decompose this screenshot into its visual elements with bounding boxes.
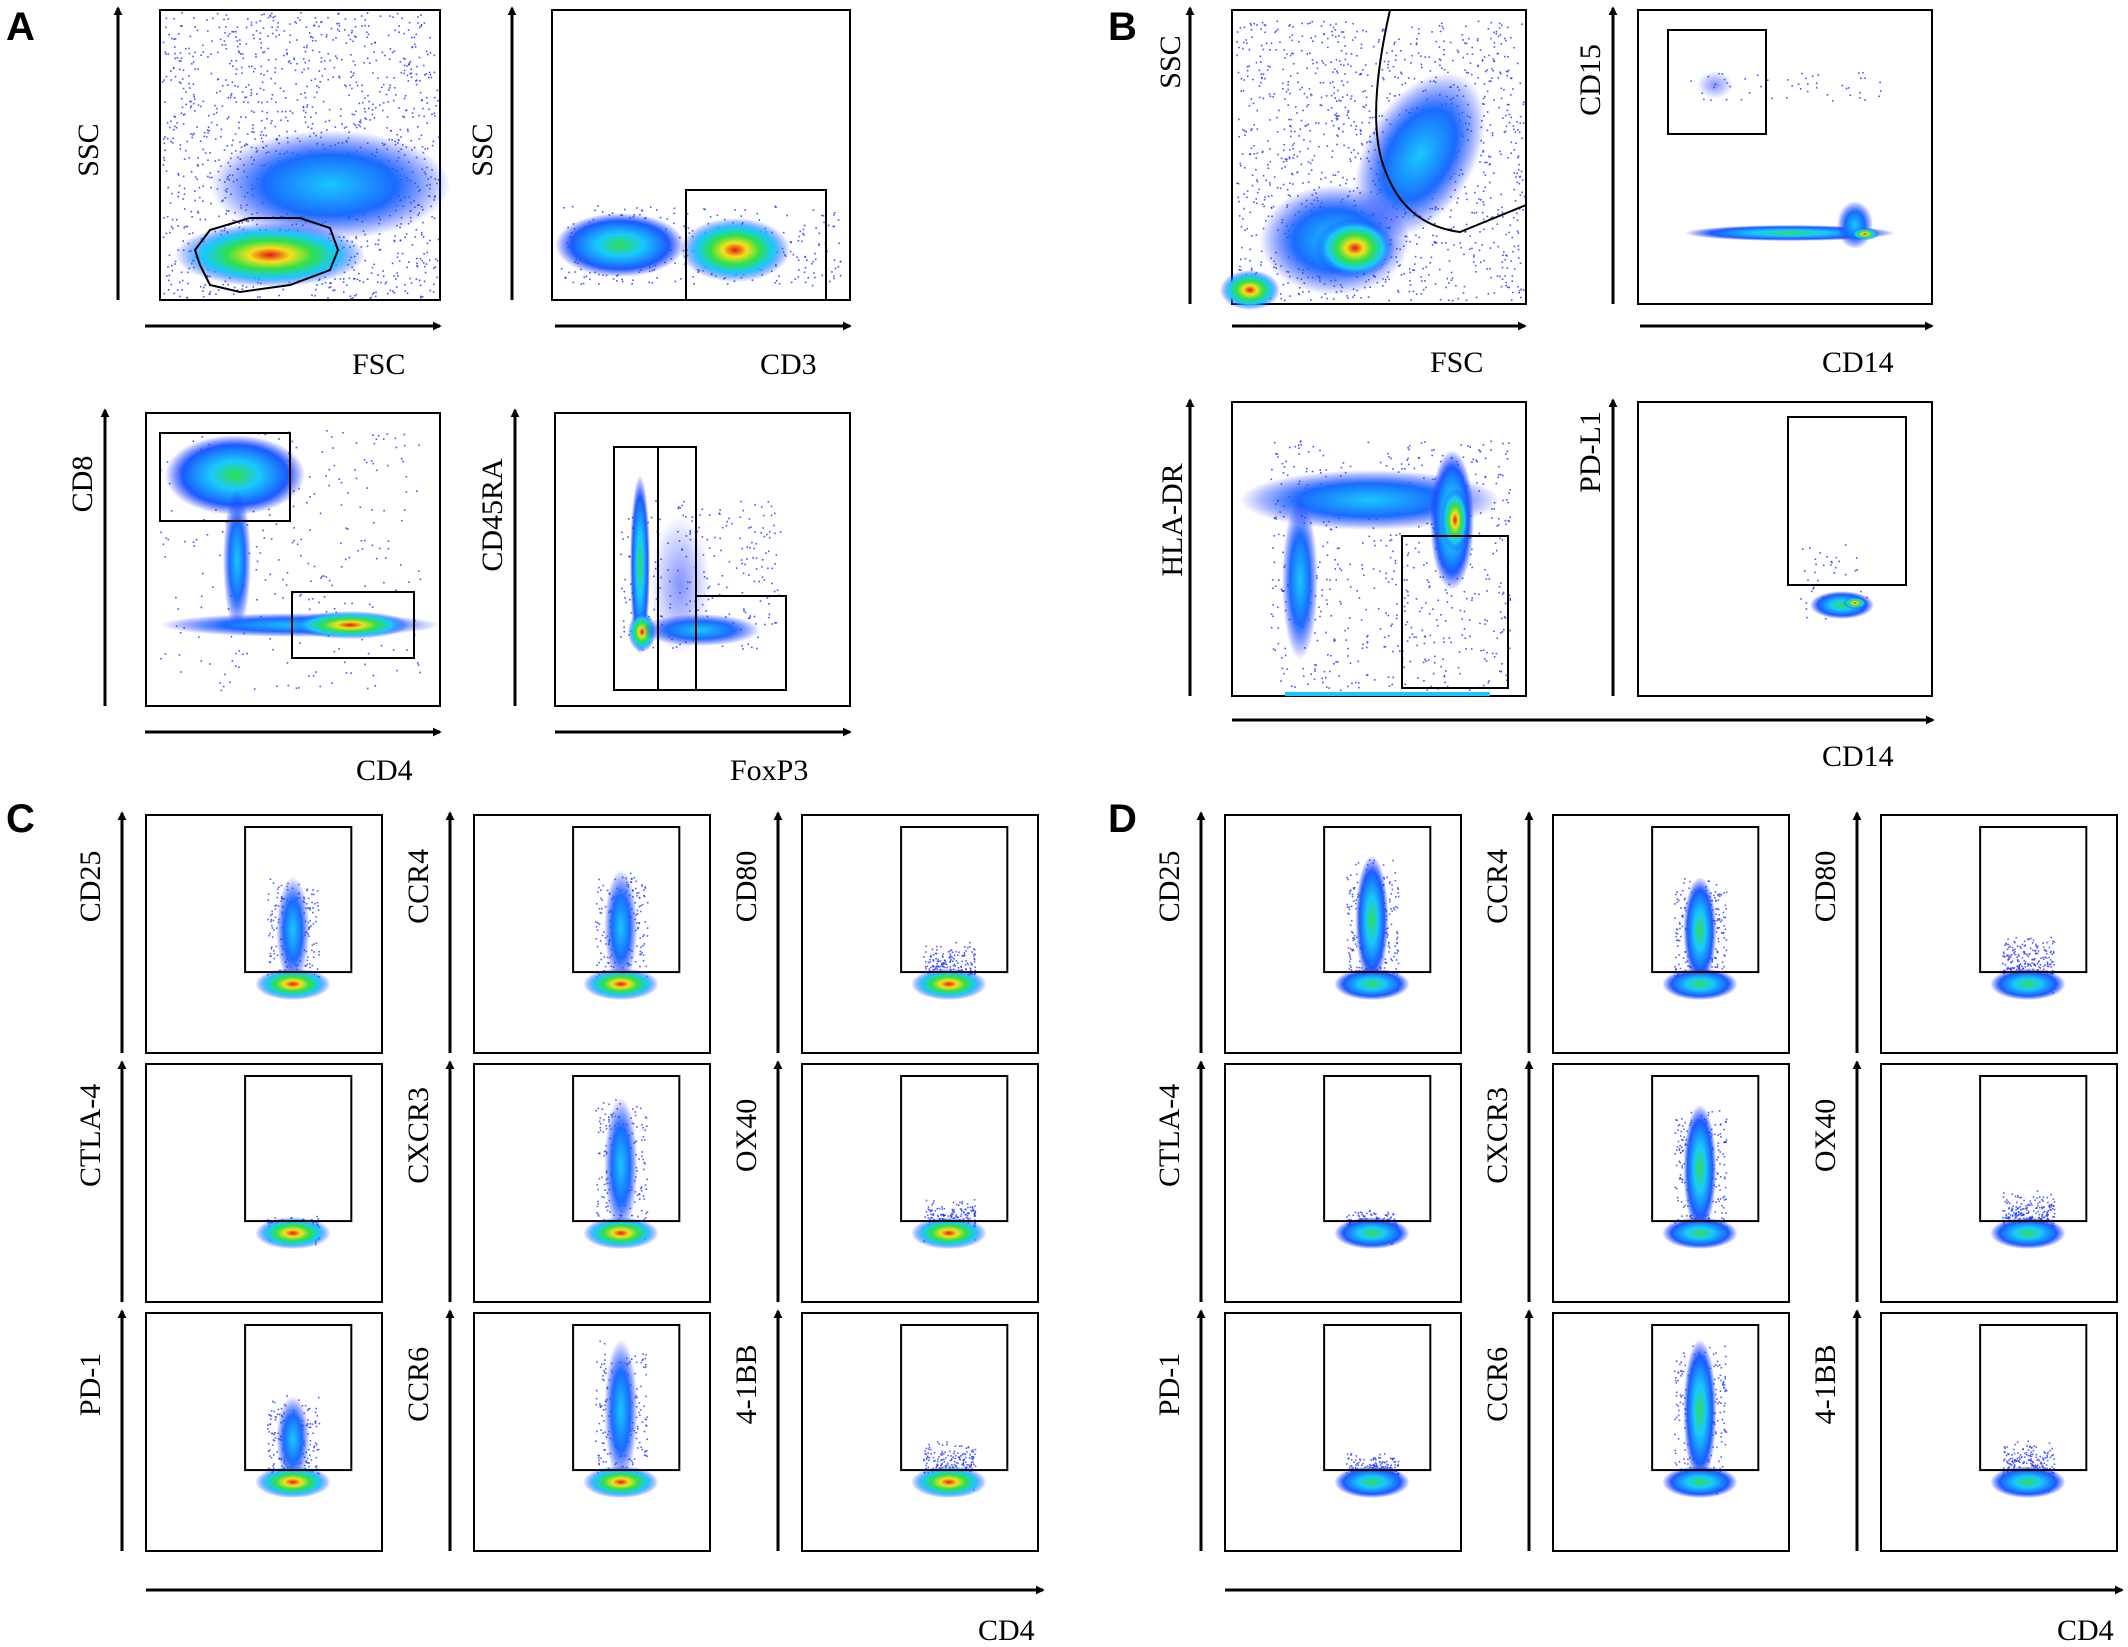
gate-d-ox40 (1979, 1075, 2088, 1223)
plot-a4: CD45RA FoxP3 (476, 408, 852, 787)
plot-d-ccr4: CCR4 (1481, 811, 1790, 1054)
y-label-d-pd-1: PD-1 (1153, 1353, 1186, 1416)
y-label-c-cxcr3: CXCR3 (402, 1087, 435, 1184)
a2-x-label: CD3 (760, 348, 817, 381)
plot-d-4-1bb: 4-1BB (1809, 1309, 2118, 1552)
a4-x-label: FoxP3 (730, 754, 808, 787)
y-label-c-4-1bb: 4-1BB (730, 1344, 763, 1424)
plot-c-pd-1: PD-1 (74, 1309, 383, 1552)
gate-d-cd80 (1979, 826, 2088, 974)
b4-y-label: PD-L1 (1574, 411, 1607, 493)
gate-c-ccr6 (572, 1324, 681, 1472)
panel-letter-c: C (6, 797, 35, 841)
panel-letter-a: A (6, 5, 35, 49)
gate-cd4 (291, 591, 415, 659)
y-label-c-ccr4: CCR4 (402, 849, 435, 924)
plot-c-ccr4: CCR4 (402, 811, 711, 1054)
c-shared-x-label: CD4 (978, 1614, 1035, 1647)
y-label-c-ccr6: CCR6 (402, 1347, 435, 1422)
b2-x-label: CD14 (1822, 346, 1894, 379)
y-label-c-cd25: CD25 (74, 851, 107, 923)
y-label-c-ox40: OX40 (730, 1099, 763, 1172)
plot-a2: SSC CD3 (466, 6, 852, 381)
plot-d-cxcr3: CXCR3 (1481, 1060, 1790, 1303)
panel-c: CD25 CCR4 CD80 CTLA-4 CXCR3 OX40 PD-1 CCR6 4-1BB… (74, 811, 1045, 1647)
y-label-d-cd25: CD25 (1153, 851, 1186, 923)
gate-c-cxcr3 (572, 1075, 681, 1223)
a1-y-label: SSC (72, 123, 105, 176)
gate-cd15 (1667, 29, 1767, 135)
a1-x-label: FSC (352, 348, 405, 381)
a4-y-label: CD45RA (476, 458, 509, 572)
plot-b2: CD15 CD14 (1574, 6, 1934, 379)
gate-c-pd-1 (244, 1324, 353, 1472)
y-label-c-cd80: CD80 (730, 851, 763, 923)
plot-c-4-1bb: 4-1BB (730, 1309, 1039, 1552)
plot-d-ctla-4: CTLA-4 (1153, 1060, 1462, 1303)
gate-d-cd25 (1323, 826, 1432, 974)
gate-d-cxcr3 (1651, 1075, 1760, 1223)
y-label-c-pd-1: PD-1 (74, 1353, 107, 1416)
y-label-c-ctla-4: CTLA-4 (74, 1084, 107, 1187)
plot-d-ccr6: CCR6 (1481, 1309, 1790, 1552)
gate-d-ctla-4 (1323, 1075, 1432, 1223)
gate-myeloid (1375, 9, 1527, 234)
gate-c-cd25 (244, 826, 353, 974)
panel-d: CD25 CCR4 CD80 CTLA-4 CXCR3 OX40 PD-1 CCR6 4-1BB… (1153, 811, 2124, 1647)
b1-y-label: SSC (1154, 35, 1187, 88)
y-label-d-ccr6: CCR6 (1481, 1347, 1514, 1422)
plot-c-cd80: CD80 (730, 811, 1039, 1054)
b3-y-label: HLA-DR (1156, 463, 1189, 576)
panel-b: SSC FSC CD15 CD14 HL (1154, 6, 1935, 773)
gate-cd8 (159, 432, 291, 522)
a2-y-label: SSC (466, 123, 499, 176)
plot-c-ctla-4: CTLA-4 (74, 1060, 383, 1303)
y-label-d-cxcr3: CXCR3 (1481, 1087, 1514, 1184)
y-label-d-ctla-4: CTLA-4 (1153, 1084, 1186, 1187)
plot-c-cxcr3: CXCR3 (402, 1060, 711, 1303)
plot-d-pd-1: PD-1 (1153, 1309, 1462, 1552)
a3-x-label: CD4 (356, 754, 413, 787)
gate-active (657, 446, 697, 691)
gate-c-ccr4 (572, 826, 681, 974)
y-label-d-ccr4: CCR4 (1481, 849, 1514, 924)
gate-c-ox40 (900, 1075, 1009, 1223)
b2-y-label: CD15 (1574, 44, 1607, 116)
y-label-d-ox40: OX40 (1809, 1099, 1842, 1172)
gate-d-4-1bb (1979, 1324, 2088, 1472)
panel-letter-b: B (1108, 5, 1137, 49)
gate-lymphocytes (193, 217, 340, 294)
b-shared-x-label: CD14 (1822, 740, 1894, 773)
plot-b3: HLA-DR (1156, 398, 1527, 697)
gate-d-pd-1 (1323, 1324, 1432, 1472)
gate-cd3 (685, 189, 827, 301)
gate-pdl1 (1787, 416, 1907, 586)
plot-a3: CD8 CD4 (66, 408, 442, 787)
gate-c-ctla-4 (244, 1075, 353, 1223)
plot-a1: SSC FSC (72, 6, 450, 381)
gate-nonsuppressive (695, 595, 787, 691)
gate-c-cd80 (900, 826, 1009, 974)
gate-d-ccr4 (1651, 826, 1760, 974)
plot-c-cd25: CD25 (74, 811, 383, 1054)
plot-c-ox40: OX40 (730, 1060, 1039, 1303)
plot-c-ccr6: CCR6 (402, 1309, 711, 1552)
y-label-d-cd80: CD80 (1809, 851, 1842, 923)
y-label-d-4-1bb: 4-1BB (1809, 1344, 1842, 1424)
plot-d-cd80: CD80 (1809, 811, 2118, 1054)
panel-letter-d: D (1108, 797, 1137, 841)
panel-a: SSC FSC SSC CD3 CD8 C (66, 6, 852, 787)
gate-cd14-hladr-low (1401, 535, 1509, 689)
d-shared-x-label: CD4 (2057, 1614, 2114, 1647)
gate-c-4-1bb (900, 1324, 1009, 1472)
plot-d-ox40: OX40 (1809, 1060, 2118, 1303)
plot-b1: SSC FSC (1154, 6, 1527, 379)
plot-b4: PD-L1 (1574, 398, 1933, 697)
plot-d-cd25: CD25 (1153, 811, 1462, 1054)
gate-d-ccr6 (1651, 1324, 1760, 1472)
a3-y-label: CD8 (66, 456, 99, 513)
b1-x-label: FSC (1430, 346, 1483, 379)
dots-b2 (1690, 71, 1882, 102)
